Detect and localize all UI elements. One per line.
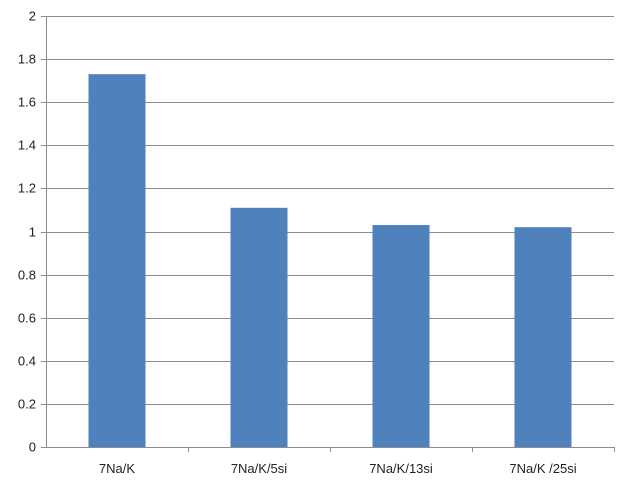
x-tick-labels: 7Na/K 7Na/K/5si 7Na/K/13si 7Na/K /25si — [99, 461, 577, 476]
y-tick-labels: 0 0.2 0.4 0.6 0.8 1 1.2 1.4 1.6 1.8 2 — [18, 9, 36, 455]
y-tick-label: 1.2 — [18, 181, 36, 196]
y-tick-label: 1.6 — [18, 95, 36, 110]
y-tick-label: 1.8 — [18, 52, 36, 67]
x-tick-label: 7Na/K/5si — [231, 461, 287, 476]
bars — [88, 74, 572, 447]
bar — [230, 207, 288, 447]
x-tick-label: 7Na/K/13si — [369, 461, 433, 476]
y-tick-label: 1.4 — [18, 138, 36, 153]
y-tick-label: 1 — [29, 225, 36, 240]
bar — [514, 227, 572, 447]
y-tick-label: 0.4 — [18, 354, 36, 369]
axes — [41, 16, 615, 452]
x-tick-label: 7Na/K /25si — [509, 461, 576, 476]
bar — [372, 225, 430, 447]
y-tick-label: 0.2 — [18, 397, 36, 412]
y-tick-label: 0 — [29, 440, 36, 455]
y-tick-label: 2 — [29, 9, 36, 24]
x-tick-label: 7Na/K — [99, 461, 135, 476]
bar — [88, 74, 146, 447]
y-tick-label: 0.8 — [18, 268, 36, 283]
y-tick-label: 0.6 — [18, 311, 36, 326]
